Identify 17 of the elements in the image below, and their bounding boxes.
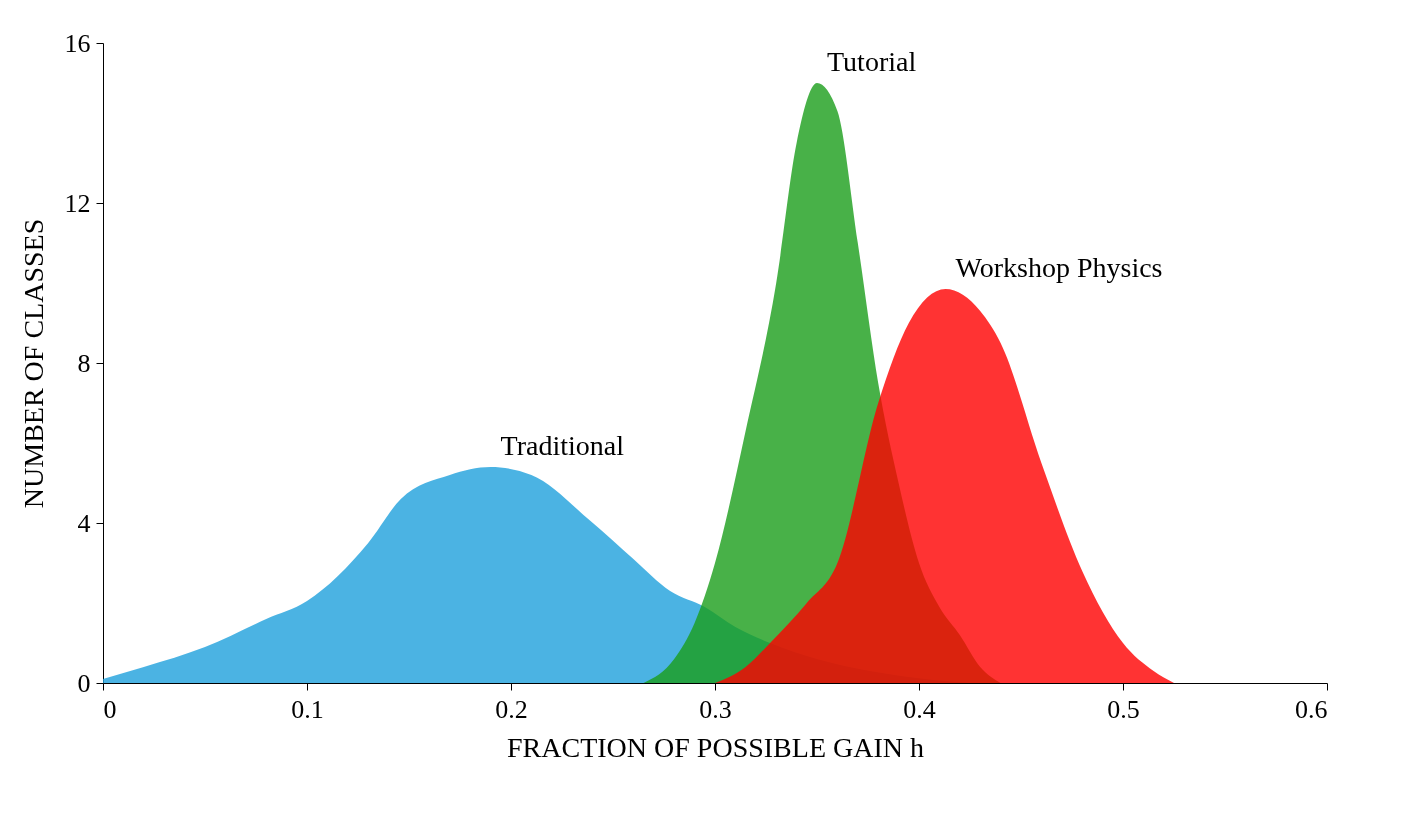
x-tick-label: 0.1	[291, 694, 324, 724]
x-tick-label: 0.3	[699, 694, 732, 724]
y-tick-label: 16	[64, 28, 91, 58]
x-tick-label: 0.2	[495, 694, 528, 724]
y-tick-label: 4	[77, 508, 91, 538]
x-tick-label: 0	[103, 694, 117, 724]
x-axis-title: FRACTION OF POSSIBLE GAIN h	[507, 731, 924, 763]
y-tick-label: 12	[64, 188, 91, 218]
y-axis-title: NUMBER OF CLASSES	[17, 218, 49, 509]
x-tick-label: 0.6	[1295, 694, 1328, 724]
y-tick-label: 8	[77, 348, 91, 378]
series-label: Traditional	[500, 430, 625, 461]
x-tick-label: 0.5	[1107, 694, 1140, 724]
y-tick-label: 0	[77, 668, 91, 698]
series-label: Workshop Physics	[955, 252, 1163, 283]
series-label: Tutorial	[827, 46, 917, 77]
x-tick-label: 0.4	[903, 694, 936, 724]
